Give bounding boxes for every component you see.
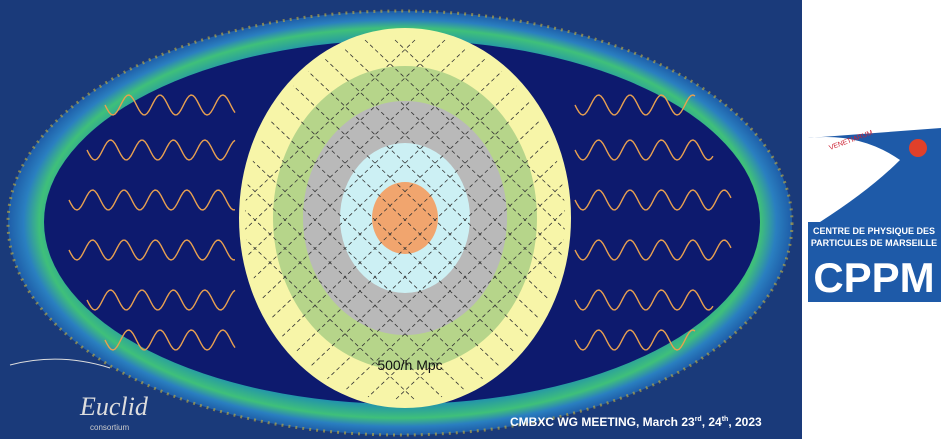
grid-line (394, 39, 565, 401)
cppm-line2: PARTICULES DE MARSEILLE (811, 238, 937, 248)
cmb-texture (6, 9, 794, 437)
meeting-sup: th (722, 416, 729, 423)
grid-line (364, 39, 565, 401)
wave (574, 289, 714, 311)
euclid-swoosh (9, 358, 111, 369)
wave (68, 189, 236, 211)
meeting-part: , 24 (702, 415, 722, 429)
grid-line (245, 39, 536, 401)
scale-label: 500/h Mpc (377, 357, 442, 373)
meeting-text: CMBXC WG MEETING, March 23rd, 24th, 2023 (510, 415, 762, 429)
waves (68, 94, 732, 351)
cppm-seal (808, 136, 900, 222)
grid-line (245, 39, 476, 401)
wave (86, 289, 236, 311)
wave (574, 139, 714, 161)
wave (574, 94, 696, 116)
cppm-ball (909, 139, 927, 157)
dashed-grid (245, 39, 565, 401)
wave (86, 139, 236, 161)
wave (574, 239, 732, 261)
grid-line (304, 39, 565, 401)
wave (104, 94, 236, 116)
grid-line (274, 39, 565, 401)
grid-line (245, 39, 416, 401)
cppm-acronym: CPPM (813, 254, 934, 301)
wave (68, 239, 236, 261)
grid-line (245, 39, 446, 401)
core (372, 182, 438, 254)
wave (104, 329, 236, 351)
grid-line (245, 39, 416, 401)
grid-line (334, 39, 565, 401)
meeting-part: , 2023 (728, 415, 762, 429)
euclid-sub: consortium (90, 423, 129, 432)
cppm-logo: VENETIARUM CENTRE DE PHYSIQUE DES PARTIC… (808, 128, 941, 302)
wave (574, 329, 696, 351)
grid-line (245, 39, 506, 401)
grid-line (394, 39, 565, 401)
cppm-line1: CENTRE DE PHYSIQUE DES (813, 226, 935, 236)
euclid-name: Euclid (79, 392, 149, 421)
wave (574, 189, 732, 211)
meeting-sup: rd (695, 416, 702, 423)
meeting-part: CMBXC WG MEETING, March 23 (510, 415, 695, 429)
